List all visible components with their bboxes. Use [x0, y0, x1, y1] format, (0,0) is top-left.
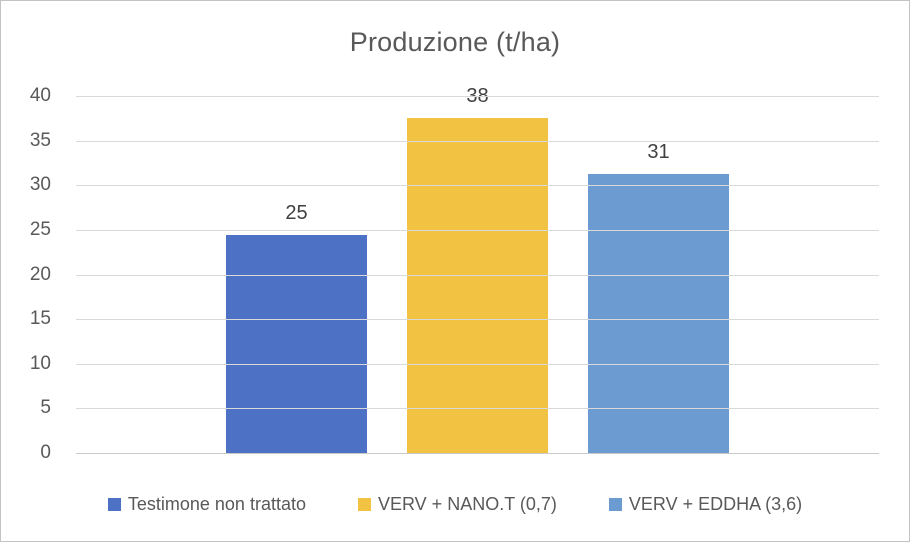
legend-item: VERV + EDDHA (3,6)	[608, 494, 803, 515]
bar-column: 38	[407, 85, 548, 454]
chart-title: Produzione (t/ha)	[349, 27, 561, 57]
x-axis-line	[76, 453, 879, 454]
y-axis-tick-label: 5	[40, 397, 51, 419]
y-axis-tick-label: 30	[29, 174, 51, 196]
gridline	[76, 408, 879, 410]
gridline	[76, 96, 879, 97]
legend-label: Testimone non trattato	[127, 494, 306, 514]
bar	[588, 173, 729, 454]
legend-item: Testimone non trattato	[107, 494, 306, 515]
legend-swatch-icon	[107, 498, 121, 511]
gridline	[76, 274, 879, 276]
gridline	[76, 319, 879, 321]
legend-swatch-icon	[608, 498, 622, 511]
gridline	[76, 229, 879, 231]
legend-item: VERV + NANO.T (0,7)	[357, 494, 557, 515]
bar	[226, 235, 367, 454]
legend: Testimone non trattato VERV + NANO.T (0,7…	[1, 494, 909, 515]
gridline	[76, 363, 879, 365]
y-axis-tick-label: 10	[29, 352, 51, 374]
legend-label: VERV + EDDHA (3,6)	[628, 494, 803, 514]
y-axis-tick-label: 35	[29, 129, 51, 151]
bar-data-label: 25	[285, 202, 308, 225]
bar	[407, 118, 548, 454]
y-axis: 0 5 10 15 20 25 30 35 40	[1, 86, 61, 463]
legend-label: VERV + NANO.T (0,7)	[377, 494, 557, 514]
y-axis-tick-label: 0	[40, 442, 51, 463]
y-axis-tick-label: 25	[29, 218, 51, 240]
y-axis-tick-label: 15	[29, 308, 51, 330]
bar-column: 31	[588, 141, 729, 454]
legend-swatch-icon	[357, 498, 371, 511]
bar-group: 25 38 31	[76, 85, 879, 454]
bar-column: 25	[226, 202, 367, 454]
plot-area: 25 38 31	[76, 85, 879, 454]
y-axis-tick-label: 20	[29, 263, 51, 285]
bar-data-label: 31	[647, 140, 670, 163]
gridline	[76, 140, 879, 142]
gridline	[76, 185, 879, 187]
y-axis-tick-label: 40	[29, 85, 51, 106]
